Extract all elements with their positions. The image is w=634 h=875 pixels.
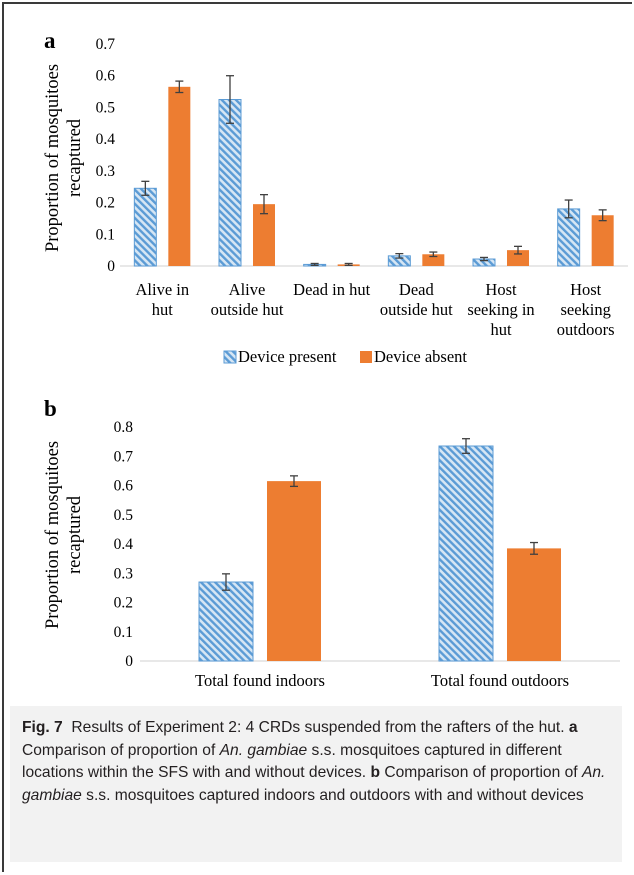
y-tick-label: 0.7 (114, 448, 134, 465)
x-tick-label: Alive in hut (136, 280, 190, 319)
caption-part: Comparison of proportion of (22, 741, 220, 759)
y-tick-label: 0.6 (96, 68, 116, 85)
y-tick-label: 0.2 (96, 195, 115, 212)
bar-device-present (218, 99, 242, 267)
caption-part: s.s. mosquitoes captured in different lo… (22, 741, 562, 782)
y-axis-label: Proportion of mosquitoes recaptured (43, 441, 85, 629)
y-tick-label: 0.8 (114, 419, 134, 436)
y-tick-label: 0.4 (114, 536, 134, 553)
x-tick-label-line: seeking in (467, 300, 534, 319)
legend-label-device-absent: Device absent (374, 347, 467, 366)
panel-label: b (44, 396, 57, 421)
y-tick-label: 0 (125, 653, 133, 670)
bar-device-absent (253, 204, 275, 266)
figure-frame-top (2, 2, 632, 4)
y-tick-label: 0 (107, 258, 115, 275)
y-axis-label-line: recaptured (65, 495, 85, 574)
legend-label-device-present: Device present (238, 347, 337, 366)
x-tick-label-line: outside hut (380, 300, 453, 319)
x-tick-label-line: outdoors (557, 320, 615, 339)
figure-frame-left (2, 2, 4, 872)
x-tick-label: Total found outdoors (431, 671, 569, 690)
x-tick-label-line: Dead (399, 280, 435, 299)
bar-device-present (133, 187, 157, 267)
x-tick-label-line: Total found outdoors (431, 671, 569, 690)
legend-swatch-device-absent (360, 351, 372, 363)
x-tick-label-line: Host (570, 280, 602, 299)
caption-part: s.s. mosquitoes captured indoors and out… (81, 786, 584, 804)
bar-device-absent (422, 254, 445, 266)
chart-panel-b: b Proportion of mosquitoes recaptured 0 0.1 0… (43, 396, 620, 690)
x-tick-label: Dead outside hut (380, 280, 453, 319)
bar-device-absent (507, 548, 561, 661)
caption-text: Results of Experiment 2: 4 CRDs suspende… (22, 719, 605, 804)
bar-device-absent (168, 86, 191, 266)
y-tick-label: 0.4 (96, 131, 116, 148)
caption-part: Results of Experiment 2: 4 CRDs suspende… (71, 719, 569, 736)
y-tick-label: 0.3 (96, 163, 116, 180)
chart-panel-a: a Proportion of mosquitoes recaptured 0 0.1 0… (43, 28, 628, 366)
x-tick-label-line: Total found indoors (195, 671, 325, 690)
y-tick-label: 0.3 (114, 565, 134, 582)
x-tick-label-line: Alive (229, 280, 266, 299)
x-tick-label: Host seeking in hut (467, 280, 534, 339)
x-tick-label-line: outside hut (211, 300, 284, 319)
x-tick-label-line: seeking (560, 300, 610, 319)
x-tick-label-line: Dead in hut (293, 280, 370, 299)
x-tick-label-line: hut (152, 300, 174, 319)
caption-part: An. gambiae (22, 764, 606, 804)
bar-device-present (438, 445, 494, 662)
y-tick-label: 0.7 (96, 36, 116, 53)
y-tick-label: 0.1 (114, 624, 133, 641)
y-tick-label: 0.1 (96, 226, 115, 243)
y-axis-label-line: Proportion of mosquitoes (43, 64, 63, 252)
bar-device-present (198, 581, 254, 662)
x-tick-label-line: Alive in (136, 280, 190, 299)
x-tick-label: Dead in hut (293, 280, 370, 299)
x-tick-label: Total found indoors (195, 671, 325, 690)
y-axis-label-line: Proportion of mosquitoes (43, 441, 63, 629)
caption-part: b (370, 764, 380, 781)
x-tick-label: Alive outside hut (211, 280, 284, 319)
bar-device-absent (591, 215, 614, 266)
y-tick-label: 0.2 (114, 595, 133, 612)
bar-device-absent (267, 481, 321, 661)
y-tick-label: 0.5 (96, 99, 116, 116)
caption-part: a (568, 719, 578, 736)
caption-part: Comparison of proportion of (379, 764, 582, 781)
y-tick-label: 0.5 (114, 507, 134, 524)
y-axis-label-line: recaptured (65, 118, 85, 197)
x-tick-label-line: hut (490, 320, 512, 339)
y-axis-label: Proportion of mosquitoes recaptured (43, 64, 85, 252)
legend-swatch-device-present (223, 350, 237, 364)
caption-part: An. gambiae (219, 741, 308, 759)
x-tick-label: Host seeking outdoors (557, 280, 615, 339)
bar-device-absent (507, 250, 529, 266)
panel-label: a (44, 28, 56, 53)
x-tick-label-line: Host (485, 280, 517, 299)
figure-caption: Fig. 7 Results of Experiment 2: 4 CRDs s… (10, 706, 622, 862)
y-tick-label: 0.6 (114, 478, 134, 495)
caption-label: Fig. 7 (22, 719, 63, 736)
